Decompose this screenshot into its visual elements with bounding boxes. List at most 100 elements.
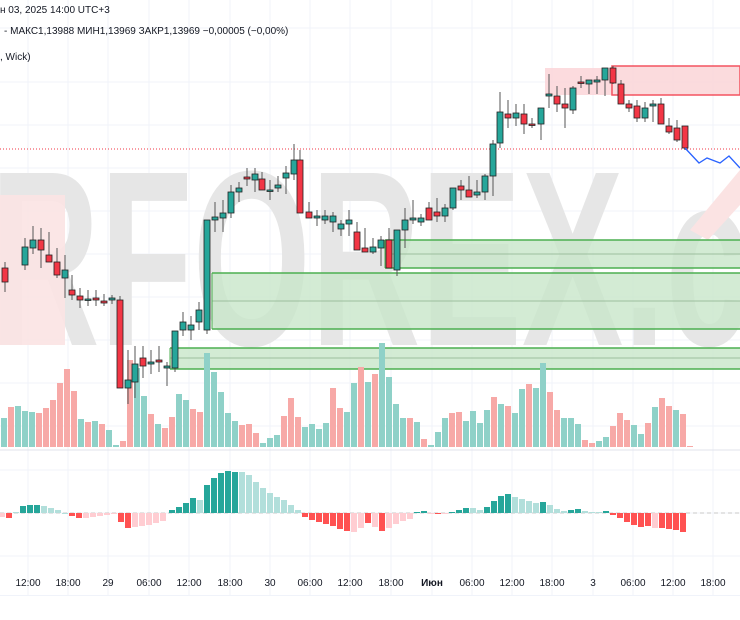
histogram-bar	[41, 506, 47, 513]
forecast-line	[684, 147, 740, 169]
volume-bar	[379, 343, 385, 447]
candle-body	[195, 309, 203, 323]
volume-bar	[43, 408, 49, 447]
time-axis-label: 06:00	[620, 578, 646, 589]
volume-bar	[484, 410, 490, 447]
histogram-bar	[27, 505, 33, 513]
volume-bar	[666, 406, 672, 447]
histogram-bar	[428, 513, 434, 514]
histogram-bar	[330, 513, 336, 526]
candle-body	[425, 207, 433, 221]
candle-body	[353, 231, 361, 251]
volume-bar	[512, 413, 518, 447]
volume-bar	[260, 443, 266, 447]
volume-bar	[680, 414, 686, 447]
candle-body	[1, 267, 9, 283]
time-axis-label: 18:00	[378, 578, 404, 589]
histogram-bar	[90, 513, 96, 517]
candle-body	[313, 215, 321, 219]
legend-date: н 03, 2025 14:00 UTC+3	[0, 5, 110, 16]
histogram-bar	[442, 513, 448, 514]
candle-body	[139, 357, 147, 367]
histogram-bar	[617, 513, 623, 518]
histogram-bar	[55, 510, 61, 513]
candle-body	[211, 216, 219, 221]
candle-body	[116, 299, 124, 389]
legend-indicator[interactable]: , Wick)	[0, 52, 31, 63]
volume-bar	[582, 440, 588, 447]
histogram-bar	[351, 513, 357, 532]
volume-bar	[330, 388, 336, 447]
supply-zone	[545, 68, 612, 95]
candle-body	[337, 223, 345, 230]
time-axis-label: 12:00	[337, 578, 363, 589]
volume-bar	[687, 446, 693, 447]
histogram-bar	[575, 509, 581, 513]
volume-bar	[225, 413, 231, 447]
histogram-bar	[337, 513, 343, 529]
volume-bar	[414, 422, 420, 447]
volume-bar	[442, 418, 448, 447]
volume-bar	[134, 368, 140, 447]
candle-body	[274, 184, 282, 189]
candle-body	[321, 215, 329, 221]
candle-body	[504, 113, 512, 119]
volume-bar	[316, 429, 322, 447]
volume-bar	[540, 363, 546, 447]
histogram-bar	[232, 472, 238, 513]
time-axis-label: 12:00	[499, 578, 525, 589]
volume-bar	[659, 398, 665, 447]
candle-body	[417, 217, 425, 223]
histogram-bar	[218, 473, 224, 513]
histogram-bar	[125, 513, 131, 528]
candle-body	[481, 175, 489, 193]
candle-body	[377, 239, 385, 249]
histogram-bar	[211, 478, 217, 513]
histogram-bar	[512, 497, 518, 513]
histogram-bar	[239, 472, 245, 513]
candle-body	[45, 254, 53, 263]
candle-body	[473, 191, 481, 196]
candle-body	[577, 81, 585, 84]
histogram-bar	[582, 511, 588, 513]
time-axis-label: 06:00	[297, 578, 323, 589]
volume-bar	[71, 391, 77, 447]
volume-bar	[554, 410, 560, 447]
histogram-bar	[603, 511, 609, 513]
candle-body	[235, 187, 243, 193]
volume-bar	[337, 408, 343, 447]
volume-bar	[239, 425, 245, 447]
time-axis-label: 18:00	[217, 578, 243, 589]
histogram-bar	[104, 513, 110, 515]
candle-body	[155, 359, 163, 363]
histogram-bar	[449, 512, 455, 513]
volume-bar	[267, 438, 273, 447]
candle-body	[179, 321, 187, 331]
volume-bar	[288, 398, 294, 447]
volume-bar	[197, 412, 203, 447]
histogram-bar	[666, 513, 672, 529]
volume-bar	[603, 437, 609, 447]
candle-body	[329, 215, 337, 223]
volume-bar	[358, 367, 364, 447]
candle-body	[290, 159, 298, 175]
volume-bar	[645, 423, 651, 447]
volume-bar	[78, 419, 84, 447]
volume-bar	[372, 374, 378, 447]
candle-body	[29, 239, 37, 249]
candle-body	[520, 113, 528, 125]
histogram-bar	[372, 513, 378, 527]
histogram-bar	[638, 513, 644, 527]
candle-body	[393, 229, 401, 271]
histogram-bar	[132, 513, 138, 527]
histogram-bar	[146, 513, 152, 525]
candle-body	[665, 125, 673, 133]
time-axis-label: 18:00	[700, 578, 726, 589]
volume-bar	[421, 439, 427, 447]
time-axis-label: 06:00	[459, 578, 485, 589]
histogram-bar	[365, 513, 371, 523]
volume-bar	[456, 412, 462, 447]
candle-body	[681, 125, 689, 149]
